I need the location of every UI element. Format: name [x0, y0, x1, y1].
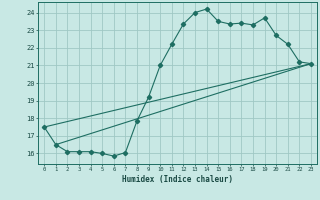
X-axis label: Humidex (Indice chaleur): Humidex (Indice chaleur) — [122, 175, 233, 184]
